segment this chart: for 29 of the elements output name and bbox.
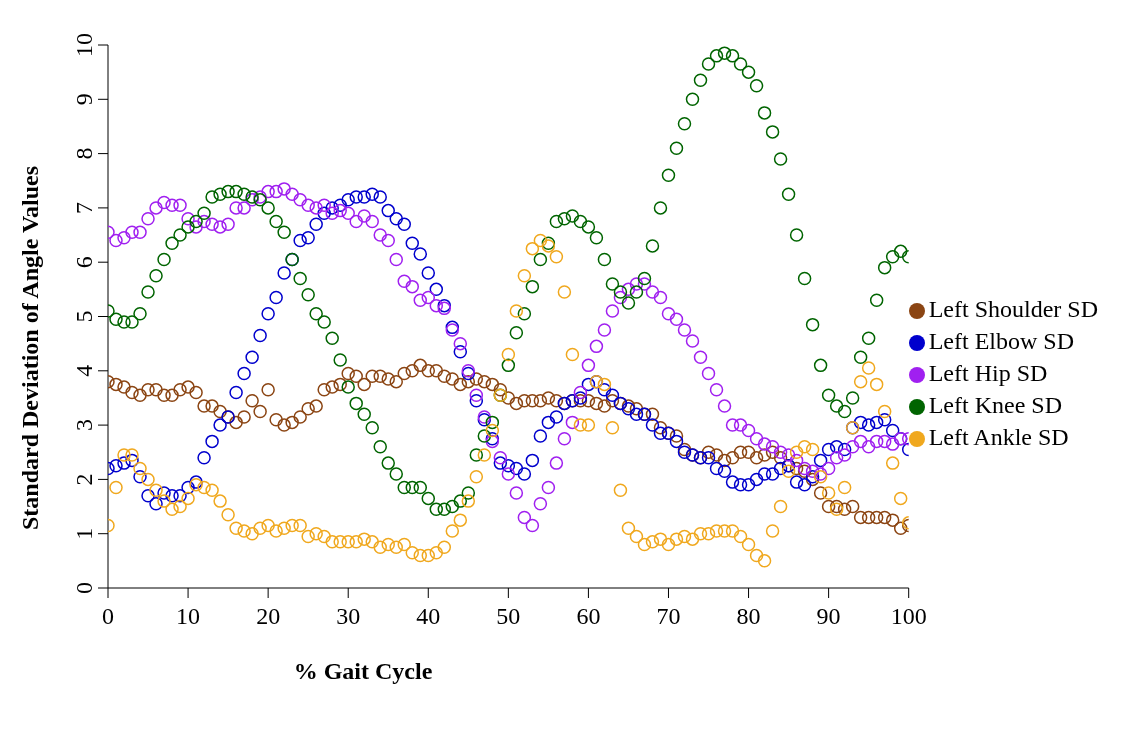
x-tick-label: 10 bbox=[176, 603, 201, 629]
x-tick-label: 50 bbox=[496, 603, 521, 629]
x-tick-label: 40 bbox=[416, 603, 441, 629]
x-axis-title: % Gait Cycle bbox=[292, 658, 434, 685]
x-tick-label: 90 bbox=[816, 603, 841, 629]
legend-label: Left Hip SD bbox=[928, 360, 1048, 386]
y-tick-label: 0 bbox=[71, 582, 97, 594]
y-tick-label: 9 bbox=[71, 93, 97, 106]
y-axis-title: Standard Deviation of Angle Values bbox=[16, 165, 44, 531]
y-tick-label: 6 bbox=[71, 256, 97, 269]
y-tick-label: 4 bbox=[71, 364, 97, 377]
y-tick-label: 5 bbox=[71, 310, 97, 323]
y-tick-label: 3 bbox=[71, 419, 97, 432]
x-tick-label: 30 bbox=[336, 603, 361, 629]
legend-label: Left Shoulder SD bbox=[928, 296, 1098, 322]
legend-label: Left Knee SD bbox=[928, 392, 1062, 418]
legend-label: Left Ankle SD bbox=[928, 424, 1069, 450]
x-tick-label: 0 bbox=[102, 603, 114, 629]
x-tick-label: 70 bbox=[656, 603, 681, 629]
y-tick-label: 2 bbox=[71, 473, 97, 486]
y-tick-label: 7 bbox=[71, 201, 97, 214]
x-tick-label: 100 bbox=[890, 603, 927, 629]
x-tick-label: 20 bbox=[256, 603, 281, 629]
y-tick-label: 1 bbox=[71, 527, 97, 540]
y-tick-label: 10 bbox=[71, 33, 97, 57]
legend-label: Left Elbow SD bbox=[928, 328, 1074, 354]
y-tick-label: 8 bbox=[71, 147, 97, 160]
x-tick-label: 80 bbox=[736, 603, 761, 629]
x-tick-label: 60 bbox=[576, 603, 601, 629]
